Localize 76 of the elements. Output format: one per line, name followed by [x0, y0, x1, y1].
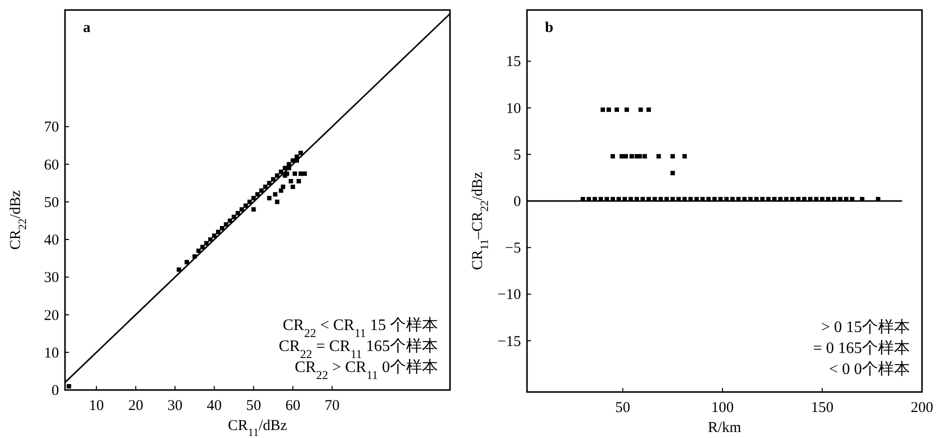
y-tick-label: 10	[506, 100, 521, 117]
point	[280, 184, 286, 190]
x-tick-label: 70	[324, 398, 340, 414]
y-tick-label: 70	[44, 120, 59, 136]
y-tick-label: 50	[44, 194, 59, 211]
point	[274, 173, 280, 178]
annotation: < 0 0个样本	[828, 360, 910, 378]
annotation: b	[545, 20, 554, 36]
x-tick-label: 30	[168, 398, 182, 414]
point	[259, 188, 264, 193]
x-tick-label: 50	[615, 400, 630, 416]
point	[278, 170, 284, 174]
x-axis-title: R/km	[708, 420, 742, 436]
annotation: = 0 165个样本	[812, 339, 910, 357]
x-tick-label: 60	[285, 398, 300, 414]
y-tick-label: −10	[498, 287, 521, 304]
y-tick-label: 40	[44, 232, 59, 249]
point	[66, 384, 72, 388]
point	[192, 254, 197, 259]
x-tick-label: 40	[206, 398, 222, 414]
y-tick-label: 5	[514, 147, 521, 164]
point	[296, 178, 301, 184]
point	[294, 154, 299, 159]
x-tick-label: 10	[88, 398, 104, 414]
point	[184, 260, 189, 264]
point	[247, 200, 252, 204]
point	[288, 178, 294, 184]
annotation: > 0 15个样本	[820, 318, 910, 336]
point	[208, 237, 213, 242]
annotation: CR$_{22}$ > CR$_{11}$ 0个样本	[294, 358, 438, 382]
point	[236, 210, 240, 216]
point	[298, 150, 303, 156]
point	[298, 171, 303, 176]
y-tick-label: 30	[44, 270, 59, 286]
y-tick-label: 15	[506, 54, 521, 70]
x-tick-label: 50	[246, 398, 262, 414]
y-tick-label: −5	[505, 240, 521, 257]
point	[196, 248, 201, 253]
point	[274, 200, 280, 204]
x-axis-title: CR$_{11}$/dBz	[228, 418, 288, 438]
point	[204, 241, 209, 246]
y-tick-label: 0	[52, 383, 59, 399]
point	[176, 267, 182, 272]
point	[286, 166, 292, 170]
y-tick-label: 60	[44, 157, 59, 174]
point	[278, 188, 284, 193]
point	[240, 207, 244, 212]
x-tick-label: 150	[811, 400, 834, 416]
point	[302, 171, 307, 176]
point	[263, 184, 268, 190]
point	[224, 222, 228, 227]
annotation: a	[83, 20, 91, 36]
x-tick-label: 20	[128, 398, 144, 414]
point	[216, 230, 220, 234]
point	[267, 180, 272, 186]
point	[251, 196, 256, 200]
point	[271, 177, 276, 182]
point	[267, 196, 272, 200]
y-tick-label: 0	[514, 194, 521, 210]
x-tick-label: 100	[711, 400, 734, 416]
point	[212, 234, 216, 238]
point	[251, 207, 256, 212]
point	[272, 192, 278, 197]
point	[294, 158, 299, 163]
point	[228, 218, 232, 223]
point	[232, 214, 236, 220]
point	[290, 184, 296, 190]
point	[244, 203, 248, 208]
y-tick-label: 20	[44, 308, 59, 324]
y-tick-label: 10	[44, 345, 59, 362]
point	[255, 192, 260, 197]
point	[220, 226, 224, 230]
y-tick-label: −15	[498, 334, 521, 350]
point	[286, 162, 292, 166]
x-tick-label: 200	[910, 400, 934, 416]
point	[292, 171, 298, 176]
